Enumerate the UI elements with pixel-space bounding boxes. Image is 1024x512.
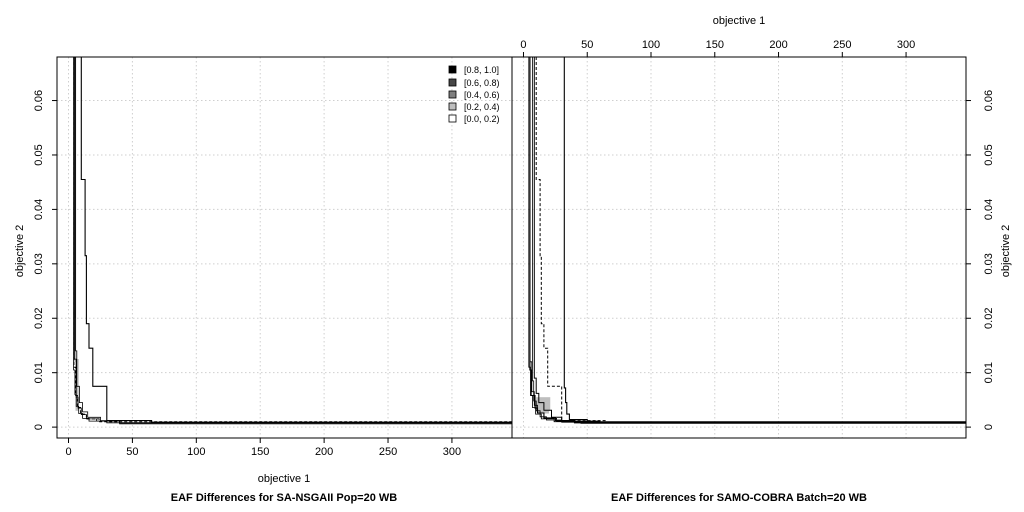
front-step	[533, 57, 966, 423]
front-dashed	[73, 57, 512, 423]
y-tick-label-left: 0	[33, 424, 45, 430]
y-tick-label-left: 0.04	[33, 199, 45, 220]
axis-ticks: 0 0 50 50 100 100 150 150 200 200 250 250 300 300 0 0 0.…	[33, 39, 995, 458]
front-median	[74, 57, 512, 424]
y-tick-label-left: 0.05	[33, 144, 45, 165]
front-solid-outer	[563, 57, 966, 423]
eaf-shaded-region	[536, 397, 551, 411]
x-tick-label-top: 150	[706, 39, 724, 51]
legend-label: [0.0, 0.2)	[464, 114, 500, 124]
left-xaxis-label: objective 1	[258, 473, 311, 485]
left-panel-grid	[57, 57, 512, 438]
legend: [0.8, 1.0] [0.6, 0.8) [0.4, 0.6) [0.2, 0…	[448, 65, 500, 124]
right-panel-frame	[511, 56, 967, 439]
front-worst	[75, 57, 512, 425]
y-tick-label-right: 0.01	[983, 362, 995, 383]
legend-label: [0.2, 0.4)	[464, 102, 500, 112]
y-tick-label-right: 0	[983, 424, 995, 430]
y-tick-label-left: 0.03	[33, 253, 45, 274]
front-dashed	[535, 57, 966, 423]
legend-label: [0.8, 1.0]	[464, 65, 499, 75]
x-tick-label-bottom: 150	[251, 446, 269, 458]
x-tick-label-bottom: 200	[315, 446, 333, 458]
left-panel-frame	[56, 56, 513, 439]
x-tick-label-bottom: 100	[187, 446, 205, 458]
x-tick-label-top: 250	[833, 39, 851, 51]
front-solid	[80, 57, 512, 423]
x-tick-label-bottom: 300	[443, 446, 461, 458]
front-best	[73, 57, 512, 424]
legend-swatch	[448, 65, 457, 74]
y-tick-label-left: 0.01	[33, 362, 45, 383]
front-median	[529, 57, 966, 424]
x-tick-label-bottom: 0	[65, 446, 71, 458]
front-worst	[532, 57, 966, 423]
front-best	[528, 57, 966, 423]
x-tick-label-top: 100	[642, 39, 660, 51]
y-tick-label-left: 0.06	[33, 90, 45, 111]
legend-swatch	[448, 114, 457, 123]
legend-swatch	[448, 78, 457, 87]
front-solid	[529, 57, 966, 424]
x-tick-label-top: 50	[581, 39, 593, 51]
x-tick-label-bottom: 50	[126, 446, 138, 458]
right-panel-title: EAF Differences for SAMO-COBRA Batch=20 …	[611, 492, 867, 504]
right-panel-fronts	[528, 57, 966, 424]
right-panel-grid	[512, 57, 966, 438]
y-tick-label-right: 0.04	[983, 199, 995, 220]
left-yaxis-label: objective 2	[14, 225, 26, 278]
right-yaxis-label: objective 2	[1000, 225, 1012, 278]
right-xaxis-label: objective 1	[713, 15, 766, 27]
legend-label: [0.4, 0.6)	[464, 90, 500, 100]
y-tick-label-right: 0.02	[983, 308, 995, 329]
legend-swatch	[448, 90, 457, 99]
y-tick-label-right: 0.05	[983, 144, 995, 165]
left-panel-fronts	[73, 57, 512, 425]
y-tick-label-right: 0.03	[983, 253, 995, 274]
x-tick-label-top: 200	[769, 39, 787, 51]
x-tick-label-bottom: 250	[379, 446, 397, 458]
y-tick-label-left: 0.02	[33, 308, 45, 329]
x-tick-label-top: 0	[520, 39, 526, 51]
eaf-shaded-region	[536, 410, 549, 414]
legend-swatch	[448, 102, 457, 111]
left-panel-title: EAF Differences for SA-NSGAII Pop=20 WB	[171, 492, 398, 504]
legend-label: [0.6, 0.8)	[464, 78, 500, 88]
x-tick-label-top: 300	[897, 39, 915, 51]
right-panel-shaded-regions	[536, 397, 551, 414]
y-tick-label-right: 0.06	[983, 90, 995, 111]
